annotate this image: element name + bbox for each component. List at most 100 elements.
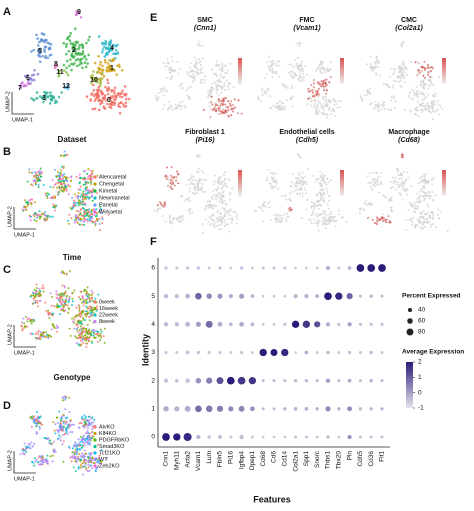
dot bbox=[326, 350, 330, 355]
cell-point bbox=[91, 434, 94, 438]
cell-point bbox=[84, 319, 87, 322]
cell-point bbox=[71, 300, 74, 303]
legend-swatch bbox=[93, 464, 97, 468]
size-legend-dot bbox=[407, 318, 413, 324]
cell-point bbox=[314, 222, 317, 225]
cell-point bbox=[86, 172, 89, 175]
cell-point bbox=[417, 115, 421, 118]
cell-point bbox=[421, 185, 424, 188]
cell-point bbox=[324, 100, 327, 103]
cell-point bbox=[168, 106, 171, 110]
cell-point bbox=[229, 104, 232, 107]
cell-point bbox=[74, 217, 77, 220]
dot bbox=[283, 407, 287, 411]
cell-point bbox=[62, 460, 65, 463]
cell-point bbox=[417, 201, 421, 204]
cell-point bbox=[200, 169, 204, 172]
cell-point bbox=[218, 192, 221, 195]
cell-point bbox=[44, 56, 47, 59]
dot bbox=[174, 406, 180, 412]
cell-point bbox=[52, 197, 55, 200]
cell-point bbox=[390, 67, 393, 70]
cell-point bbox=[102, 68, 105, 72]
dot bbox=[164, 350, 168, 355]
cell-point bbox=[312, 209, 315, 212]
cell-point bbox=[267, 66, 270, 69]
cell-point bbox=[33, 179, 36, 182]
cell-point bbox=[96, 340, 99, 344]
cell-point bbox=[65, 59, 69, 63]
cell-point bbox=[437, 113, 440, 116]
cell-point bbox=[210, 68, 214, 71]
cell-point bbox=[53, 440, 56, 443]
cell-point bbox=[74, 47, 77, 51]
cell-point bbox=[390, 96, 393, 99]
cell-point bbox=[90, 297, 93, 300]
cell-point bbox=[325, 187, 328, 190]
cell-point bbox=[380, 171, 383, 174]
cell-point bbox=[177, 105, 181, 108]
cell-point bbox=[388, 221, 391, 224]
cell-point bbox=[216, 60, 219, 63]
cell-point bbox=[51, 454, 54, 457]
cell-point bbox=[42, 100, 45, 104]
cell-point bbox=[116, 64, 119, 68]
cell-point bbox=[154, 94, 157, 98]
cell-point bbox=[77, 465, 80, 469]
dot bbox=[207, 350, 211, 355]
cell-point bbox=[39, 167, 42, 170]
cell-point bbox=[109, 102, 112, 106]
cell-point bbox=[60, 185, 63, 188]
cell-point bbox=[201, 71, 204, 74]
cell-point bbox=[426, 203, 429, 206]
cell-point bbox=[82, 459, 85, 462]
cell-point bbox=[90, 177, 93, 180]
cell-point bbox=[26, 325, 29, 328]
cell-point bbox=[94, 93, 97, 96]
cell-point bbox=[108, 58, 111, 62]
cell-point bbox=[326, 220, 329, 223]
cell-point bbox=[436, 100, 439, 103]
cell-point bbox=[306, 198, 309, 201]
cell-point bbox=[200, 185, 203, 188]
cell-point bbox=[288, 63, 291, 66]
dot bbox=[259, 348, 267, 357]
cell-point bbox=[433, 110, 436, 113]
legend-swatch bbox=[93, 319, 97, 324]
cell-point bbox=[169, 77, 172, 80]
cell-point bbox=[101, 218, 104, 221]
cluster-label: 7 bbox=[18, 85, 22, 92]
cell-point bbox=[219, 194, 222, 197]
cell-point bbox=[430, 102, 433, 105]
cell-point bbox=[322, 179, 326, 182]
cell-point bbox=[407, 176, 410, 179]
cell-point bbox=[218, 223, 221, 226]
cell-point bbox=[215, 92, 218, 95]
cell-point bbox=[30, 50, 33, 53]
cell-point bbox=[220, 102, 223, 106]
cell-point bbox=[107, 69, 111, 73]
cell-point bbox=[317, 95, 320, 98]
cell-point bbox=[376, 219, 379, 223]
cell-point bbox=[39, 422, 42, 425]
cell-point bbox=[225, 72, 228, 75]
dot bbox=[337, 351, 341, 354]
cell-point bbox=[79, 211, 82, 214]
cell-point bbox=[390, 196, 393, 199]
cell-point bbox=[85, 41, 88, 45]
cell-point bbox=[188, 66, 192, 69]
cell-point bbox=[85, 305, 88, 308]
cell-point bbox=[209, 116, 212, 119]
cell-point bbox=[222, 108, 225, 111]
cell-point bbox=[418, 68, 421, 72]
cell-point bbox=[392, 95, 395, 98]
cell-point bbox=[225, 105, 228, 109]
cell-point bbox=[184, 106, 187, 109]
cell-point bbox=[83, 449, 86, 452]
cell-point bbox=[189, 85, 193, 88]
cell-point bbox=[168, 214, 172, 217]
dot bbox=[250, 322, 255, 327]
cell-point bbox=[86, 177, 89, 180]
cell-point bbox=[275, 65, 279, 68]
cell-point bbox=[63, 154, 67, 157]
